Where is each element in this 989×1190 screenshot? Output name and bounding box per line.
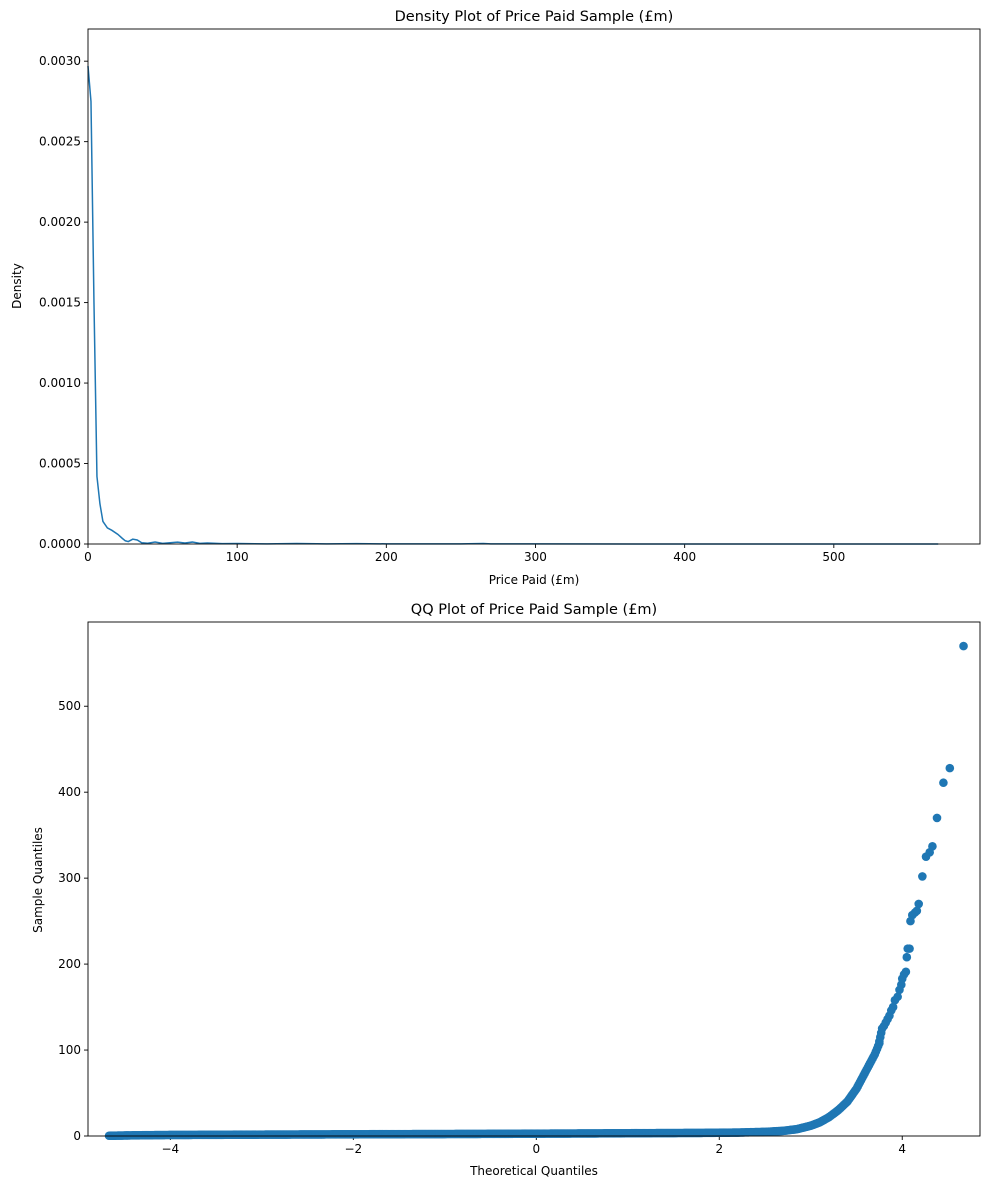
qq-point xyxy=(895,985,904,995)
density-plot-title: Density Plot of Price Paid Sample (£m) xyxy=(395,9,674,25)
qq-plot-title: QQ Plot of Price Paid Sample (£m) xyxy=(411,602,657,618)
qq-point xyxy=(939,778,948,788)
density-y-tick-label: 0.0025 xyxy=(39,135,81,149)
density-y-tick-label: 0.0000 xyxy=(39,537,81,551)
density-curve xyxy=(87,65,939,545)
qq-y-tick-label: 200 xyxy=(58,957,81,971)
qq-x-tick-label: −2 xyxy=(344,1142,362,1156)
density-y-tick-label: 0.0005 xyxy=(39,457,81,471)
density-x-tick-label: 300 xyxy=(524,550,547,564)
density-x-tick-label: 100 xyxy=(226,550,249,564)
qq-plot-panel: QQ Plot of Price Paid Sample (£m) −4 −2 0 2… xyxy=(31,602,981,1178)
qq-y-tick-label: 0 xyxy=(73,1129,81,1143)
qq-point xyxy=(875,1037,884,1046)
qq-x-tick-label: 2 xyxy=(715,1142,723,1156)
density-plot-frame xyxy=(87,28,981,545)
qq-point xyxy=(906,916,915,926)
qq-point xyxy=(921,852,931,861)
qq-point xyxy=(914,899,923,909)
density-x-tick-label: 400 xyxy=(673,550,696,564)
qq-y-ticks: 0 100 200 300 400 500 xyxy=(58,699,88,1143)
density-plot-panel: Density Plot of Price Paid Sample (£m) 0… xyxy=(10,9,981,587)
qq-y-tick-label: 300 xyxy=(58,871,81,885)
qq-point xyxy=(902,952,912,962)
qq-point xyxy=(890,995,900,1005)
density-y-tick-label: 0.0010 xyxy=(39,376,81,390)
qq-y-tick-label: 100 xyxy=(58,1043,81,1057)
qq-x-tick-label: 0 xyxy=(532,1142,540,1156)
qq-point xyxy=(959,641,968,651)
qq-plot-frame xyxy=(87,621,981,1137)
density-y-tick-label: 0.0015 xyxy=(39,296,81,310)
qq-y-tick-label: 500 xyxy=(58,699,81,713)
qq-point xyxy=(945,763,955,773)
density-x-tick-label: 200 xyxy=(375,550,398,564)
density-x-tick-label: 0 xyxy=(84,550,92,564)
qq-point xyxy=(932,813,942,823)
density-y-ticks: 0.0000 0.0005 0.0010 0.0015 0.0020 0.0025 0.00… xyxy=(39,54,88,551)
density-y-axis-label: Density xyxy=(10,263,24,309)
qq-y-tick-label: 400 xyxy=(58,785,81,799)
qq-y-axis-label: Sample Quantiles xyxy=(31,827,45,933)
density-y-tick-label: 0.0020 xyxy=(39,215,81,229)
qq-x-tick-label: −4 xyxy=(161,1142,179,1156)
qq-x-tick-label: 4 xyxy=(898,1142,906,1156)
density-x-tick-label: 500 xyxy=(822,550,845,564)
qq-x-ticks: −4 −2 0 2 4 xyxy=(161,1136,906,1156)
qq-x-axis-label: Theoretical Quantiles xyxy=(469,1164,598,1178)
density-y-tick-label: 0.0030 xyxy=(39,54,81,68)
density-x-ticks: 0 100 200 300 400 500 xyxy=(84,544,845,564)
qq-point xyxy=(918,872,927,881)
qq-points xyxy=(104,641,968,1141)
qq-point xyxy=(903,944,913,953)
density-x-axis-label: Price Paid (£m) xyxy=(489,573,580,587)
